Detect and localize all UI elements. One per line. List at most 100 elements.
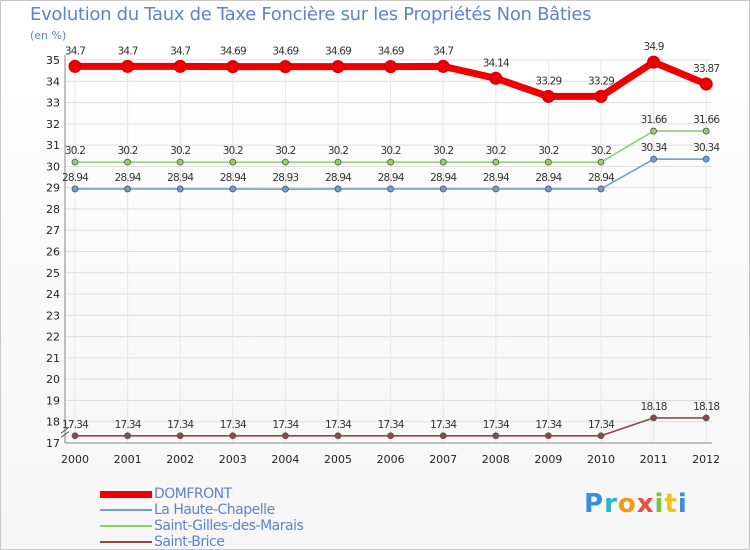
y-tick-label: 34 (46, 75, 60, 88)
y-tick-label: 25 (46, 267, 60, 280)
data-point (176, 158, 184, 166)
axis-break (60, 426, 70, 434)
legend-item: Saint-Brice (100, 534, 400, 550)
data-point (489, 71, 503, 85)
data-point (121, 59, 135, 73)
data-label: 30.2 (381, 145, 401, 157)
data-point (384, 60, 398, 74)
data-label: 28.94 (325, 172, 352, 184)
data-point (545, 185, 552, 193)
y-tick-label: 24 (46, 288, 60, 301)
data-label: 28.94 (220, 172, 247, 184)
data-label: 31.66 (641, 114, 668, 126)
data-label: 17.34 (115, 419, 142, 431)
x-tick-label: 2000 (61, 453, 89, 466)
data-point (229, 185, 237, 193)
legend-label: La Haute-Chapelle (154, 502, 275, 518)
data-point (439, 158, 447, 166)
y-tick-label: 17 (46, 437, 60, 450)
data-point (176, 185, 184, 193)
data-label: 17.34 (167, 419, 194, 431)
data-label: 17.34 (62, 419, 89, 431)
data-point (702, 127, 710, 135)
legend-item: DOMFRONT (100, 486, 400, 502)
data-point (699, 77, 713, 91)
legend-item: La Haute-Chapelle (100, 502, 400, 518)
data-point (436, 59, 450, 73)
y-tick-label: 32 (46, 118, 60, 131)
data-label: 34.7 (65, 45, 85, 57)
data-point (541, 89, 555, 103)
data-point (492, 432, 500, 440)
data-point (545, 158, 552, 166)
data-point (71, 158, 79, 166)
data-label: 30.2 (170, 145, 190, 157)
data-point (281, 158, 289, 166)
data-point (597, 185, 605, 193)
data-label: 30.2 (433, 145, 453, 157)
data-point (331, 60, 345, 74)
data-label: 28.94 (62, 172, 89, 184)
data-point (650, 155, 657, 163)
data-point (594, 89, 608, 103)
x-tick-label: 2008 (482, 453, 510, 466)
data-label: 30.2 (591, 145, 611, 157)
data-label: 34.69 (325, 46, 351, 58)
data-label: 34.69 (378, 46, 404, 58)
x-tick-label: 2001 (114, 453, 142, 466)
data-label: 30.2 (328, 145, 348, 157)
data-point (176, 432, 184, 440)
data-point (68, 59, 82, 73)
data-label: 17.34 (535, 419, 562, 431)
data-label: 17.34 (220, 419, 247, 431)
data-point (702, 414, 710, 422)
data-label: 28.94 (535, 172, 562, 184)
y-tick-label: 23 (46, 309, 60, 322)
legend-label: Saint-Gilles-des-Marais (154, 518, 304, 534)
data-point (226, 60, 240, 74)
data-label: 30.34 (693, 142, 720, 154)
data-label: 34.69 (272, 46, 298, 58)
data-label: 30.2 (486, 145, 506, 157)
data-label: 17.34 (272, 419, 299, 431)
y-tick-label: 22 (46, 331, 60, 344)
data-label: 28.93 (272, 172, 298, 184)
data-label: 28.94 (167, 172, 194, 184)
data-label: 30.2 (223, 145, 243, 157)
y-tick-label: 30 (46, 160, 60, 173)
data-label: 34.69 (220, 46, 246, 58)
legend: DOMFRONT La Haute-Chapelle Saint-Gilles-… (100, 486, 400, 550)
data-label: 34.7 (433, 45, 453, 57)
data-label: 30.2 (118, 145, 138, 157)
data-point (124, 432, 131, 440)
data-label: 34.7 (118, 45, 138, 57)
data-label: 28.94 (430, 172, 457, 184)
legend-label: Saint-Brice (154, 534, 225, 550)
data-label: 17.34 (483, 419, 510, 431)
y-tick-label: 28 (46, 203, 60, 216)
data-point (387, 158, 395, 166)
data-label: 28.94 (378, 172, 405, 184)
data-point (492, 158, 500, 166)
data-point (702, 155, 710, 163)
x-tick-label: 2003 (219, 453, 247, 466)
data-label: 30.2 (275, 145, 295, 157)
data-label: 17.34 (325, 419, 352, 431)
data-point (334, 185, 342, 193)
chart-title: Evolution du Taux de Taxe Foncière sur l… (30, 4, 592, 25)
data-point (597, 158, 605, 166)
data-point (387, 432, 395, 440)
legend-swatch (100, 541, 152, 543)
data-label: 34.9 (644, 41, 664, 53)
data-label: 17.34 (378, 419, 405, 431)
data-label: 17.34 (588, 419, 615, 431)
data-label: 17.34 (430, 419, 457, 431)
proxiti-logo: Proxiti (584, 489, 688, 519)
data-point (545, 432, 552, 440)
y-tick-label: 20 (46, 373, 60, 386)
data-label: 28.94 (483, 172, 510, 184)
data-point (650, 127, 657, 135)
data-point (71, 432, 79, 440)
data-label: 31.66 (693, 114, 720, 126)
